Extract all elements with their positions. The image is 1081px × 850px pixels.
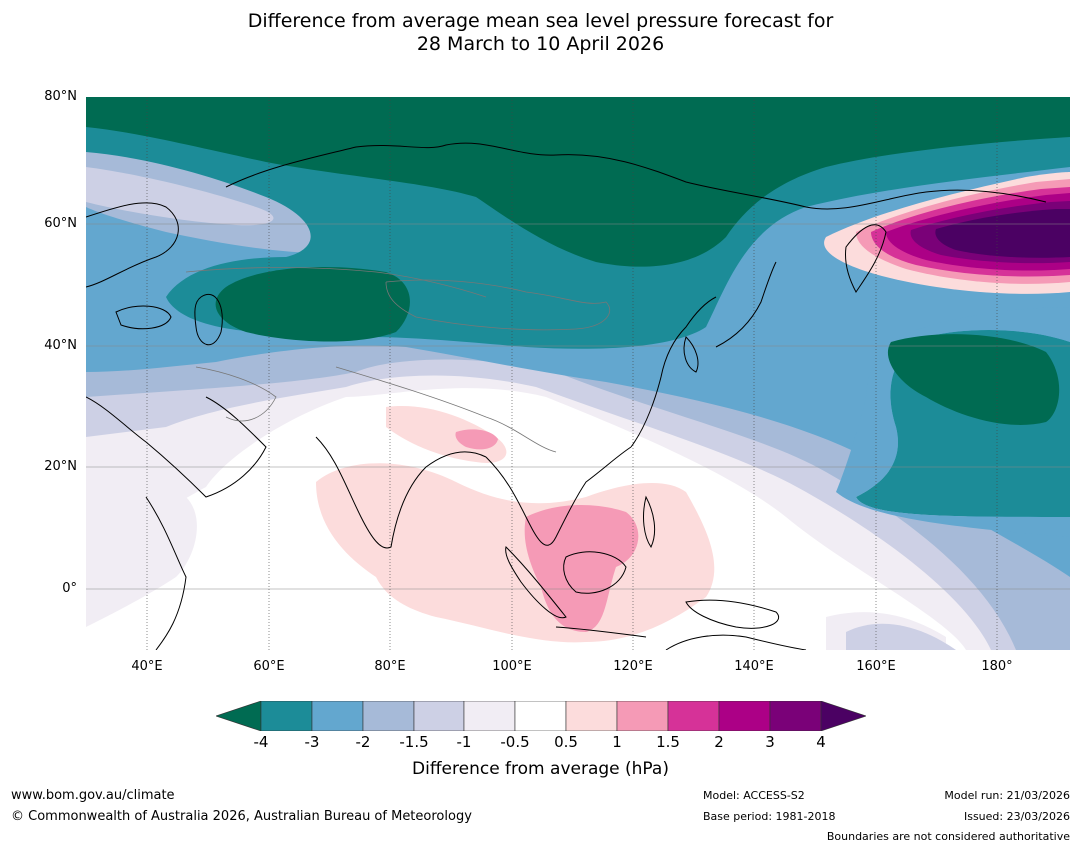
lon-label-120e: 120°E [613, 659, 653, 674]
boundaries-disclaimer: Boundaries are not considered authoritat… [826, 830, 1070, 843]
colorbar-swatch-p3-4 [769, 701, 822, 731]
coastline-black-sea [115, 305, 172, 330]
coastlines [86, 142, 1047, 650]
base-period: Base period: 1981-2018 [703, 810, 836, 823]
contour-lt-neg4-pacific [887, 334, 1060, 425]
coastline-kamchatka [845, 224, 887, 293]
colorbar-swatch-lt-neg4 [216, 701, 262, 731]
coastline-sumatra [505, 546, 567, 619]
colorbar-title: Difference from average (hPa) [412, 759, 669, 779]
coastline-japan [715, 261, 777, 348]
colorbar-tick-neg4: -4 [253, 733, 269, 751]
model-run-date: Model run: 21/03/2026 [944, 789, 1070, 802]
colorbar-swatch-p2-3 [718, 701, 771, 731]
colorbar-swatch-p1-15 [616, 701, 669, 731]
colorbar-swatch-neg2-neg15 [362, 701, 415, 731]
colorbar-swatch-neg3-neg2 [311, 701, 364, 731]
colorbar-swatch-p15-2 [667, 701, 720, 731]
contour-lt-neg4-arctic [86, 97, 1070, 267]
coastline-philippines [643, 495, 656, 548]
contour-gt4-pacific [935, 209, 1070, 258]
colorbar-tick-neg1: -1 [456, 733, 472, 751]
coastline-china-east [630, 296, 717, 448]
lat-label-40n: 40°N [44, 338, 77, 353]
lon-label-160e: 160°E [856, 659, 896, 674]
coastline-arabia [86, 396, 267, 498]
border-iran [195, 366, 277, 422]
colorbar-tick-p05: 0.5 [554, 733, 578, 751]
colorbar-tick-p2: 2 [714, 733, 724, 751]
coastline-borneo [563, 551, 627, 594]
border-russia-kazakhstan [185, 267, 487, 298]
contour-p1-tibet [455, 429, 498, 450]
model-name: Model: ACCESS-S2 [703, 789, 805, 802]
lon-label-100e: 100°E [492, 659, 532, 674]
border-china-south [335, 366, 557, 453]
coastline-australia-north [665, 634, 807, 650]
colorbar-tick-p15: 1.5 [656, 733, 680, 751]
border-mongolia [385, 279, 611, 331]
gridlines [86, 223, 1070, 590]
colorbar-swatch-gt4 [820, 701, 866, 731]
contour-neg15-nw [86, 167, 274, 226]
coastline-caspian [194, 294, 223, 345]
colorbar-tick-neg3: -3 [304, 733, 320, 751]
colorbar-tick-neg15: -1.5 [399, 733, 429, 751]
coastline-indochina [485, 446, 632, 546]
lon-label-60e: 60°E [253, 659, 285, 674]
website-link[interactable]: www.bom.gov.au/climate [11, 788, 175, 803]
map-title: Difference from average mean sea level p… [0, 10, 1081, 56]
pressure-anomaly-map [86, 97, 1070, 650]
colorbar-swatch-neg05-05 [514, 701, 567, 731]
coastline-europe [86, 202, 179, 288]
copyright-text: © Commonwealth of Australia 2026, Austra… [11, 809, 472, 824]
colorbar-swatch-neg4-neg3 [260, 701, 313, 731]
coastline-africa-horn [145, 496, 187, 650]
contour-p05-maritime [316, 463, 715, 643]
colorbar-tick-p3: 3 [765, 733, 775, 751]
lon-label-80e: 80°E [374, 659, 406, 674]
meridians [146, 97, 998, 650]
lat-label-20n: 20°N [44, 459, 77, 474]
title-line-1: Difference from average mean sea level p… [247, 10, 834, 32]
colorbar-tick-p4: 4 [816, 733, 826, 751]
colorbar-tick-neg2: -2 [355, 733, 371, 751]
coastline-india [315, 436, 487, 549]
lon-label-40e: 40°E [131, 659, 163, 674]
contour-lt-neg4-central-asia [215, 267, 410, 342]
map-canvas [86, 97, 1070, 650]
colorbar-swatch-p05-1 [565, 701, 618, 731]
coastline-java [555, 626, 647, 638]
country-borders [185, 267, 611, 453]
coastline-new-guinea [685, 599, 779, 629]
colorbar-tick-neg05: -0.5 [500, 733, 530, 751]
lon-label-180: 180° [981, 659, 1013, 674]
title-line-2: 28 March to 10 April 2026 [416, 33, 665, 55]
colorbar [216, 701, 866, 731]
lat-label-0: 0° [62, 581, 77, 596]
lon-label-140e: 140°E [734, 659, 774, 674]
coastline-korea [683, 336, 699, 373]
lat-label-60n: 60°N [44, 216, 77, 231]
colorbar-tick-p1: 1 [612, 733, 622, 751]
colorbar-swatch-neg15-neg1 [413, 701, 465, 731]
colorbar-swatch-neg1-neg05 [463, 701, 516, 731]
lat-label-80n: 80°N [44, 89, 77, 104]
issued-date: Issued: 23/03/2026 [963, 810, 1070, 823]
coastline-arctic [225, 142, 1047, 210]
contour-neg1-sw [86, 497, 197, 627]
contour-neg15-se [846, 623, 956, 650]
